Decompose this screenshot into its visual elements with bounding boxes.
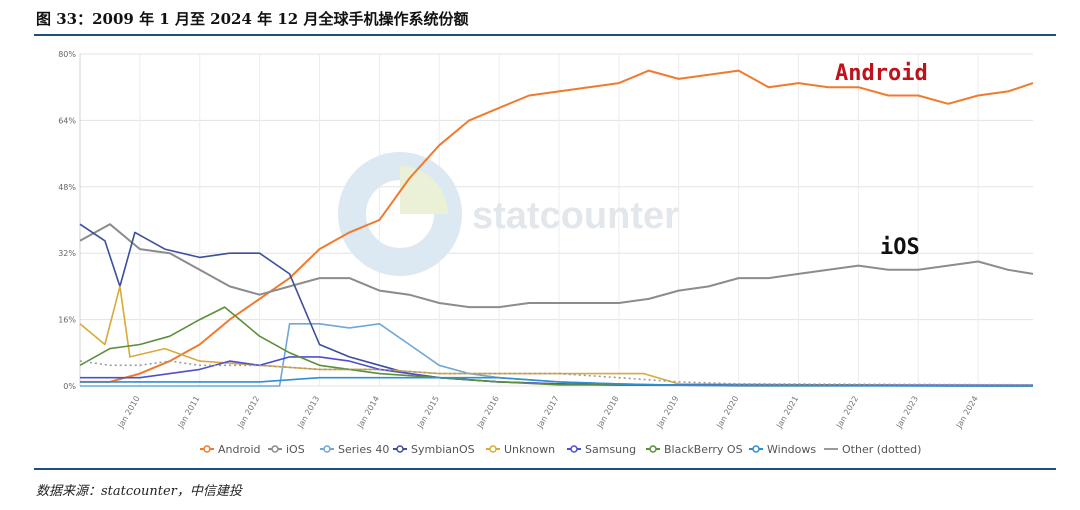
figure-title: 图 33：2009 年 1 月至 2024 年 12 月全球手机操作系统份额 [36, 10, 469, 28]
y-tick-label: 64% [58, 116, 76, 125]
legend-label: Samsung [585, 443, 636, 456]
x-tick-label: Jan 2010 [116, 395, 142, 431]
y-tick-label: 0% [63, 382, 76, 391]
y-tick-label: 16% [58, 316, 76, 325]
y-tick-label: 80% [58, 50, 76, 59]
legend-label: BlackBerry OS [664, 443, 743, 456]
legend-label: iOS [286, 443, 305, 456]
x-tick-label: Jan 2018 [595, 395, 621, 431]
legend-swatch-marker [271, 445, 279, 453]
legend-swatch-marker [203, 445, 211, 453]
source-note: 数据来源：statcounter，中信建投 [36, 484, 242, 499]
x-tick-label: Jan 2014 [355, 395, 381, 431]
series-line-other-dotted- [79, 360, 1034, 386]
series-line-android [80, 69, 1034, 383]
legend-swatch-marker [489, 445, 497, 453]
series-lines [79, 69, 1034, 387]
x-tick-label: Jan 2012 [235, 395, 261, 431]
x-tick-label: Jan 2019 [655, 395, 681, 431]
x-tick-label: Jan 2021 [774, 395, 800, 431]
top-rule [34, 34, 1056, 36]
series-line-ios [79, 223, 1034, 309]
bottom-rule [34, 468, 1056, 470]
series-line-unknown [79, 285, 1034, 387]
annotation-android: Android [835, 61, 928, 86]
legend-swatch-marker [649, 445, 657, 453]
legend-label: Series 40 [338, 443, 389, 456]
x-tick-label: Jan 2020 [714, 395, 740, 431]
x-tick-label: Jan 2022 [834, 395, 860, 431]
legend-label: Android [218, 443, 261, 456]
legend-label: SymbianOS [411, 443, 475, 456]
watermark-text: statcounter [472, 195, 679, 237]
legend-label: Other (dotted) [842, 443, 921, 456]
series-line-windows [80, 376, 1034, 387]
y-tick-label: 48% [58, 183, 76, 192]
legend-swatch-marker [323, 445, 331, 453]
statcounter-watermark: statcounter [338, 152, 679, 276]
legend-swatch-marker [396, 445, 404, 453]
share-line-chart: statcounter 0%16%32%48%64%80% Jan 2010 Ja… [58, 50, 1034, 456]
y-axis-ticks: 0% 16% 32% 48% 64% 80% [58, 50, 76, 391]
legend-swatch-marker [752, 445, 760, 453]
y-tick-label: 32% [58, 249, 76, 258]
x-tick-label: Jan 2011 [176, 395, 202, 431]
x-tick-label: Jan 2017 [535, 395, 561, 431]
series-line-series-40 [80, 322, 1033, 387]
annotation-ios: iOS [880, 235, 920, 260]
x-tick-label: Jan 2023 [894, 395, 920, 431]
x-tick-label: Jan 2015 [415, 395, 441, 431]
legend-label: Unknown [504, 443, 555, 456]
legend-swatch-marker [570, 445, 578, 453]
x-axis-ticks: Jan 2010 Jan 2011 Jan 2012 Jan 2013 Jan 2014… [116, 395, 980, 431]
series-line-blackberry-os [79, 306, 1034, 387]
chart-legend: Android iOS Series 40 SymbianOS Unknown Samsu… [200, 443, 921, 456]
x-tick-label: Jan 2013 [295, 395, 321, 431]
x-tick-label: Jan 2016 [475, 395, 501, 431]
x-tick-label: Jan 2024 [954, 395, 980, 431]
legend-label: Windows [767, 443, 816, 456]
series-annotations: Android iOS [835, 61, 928, 260]
